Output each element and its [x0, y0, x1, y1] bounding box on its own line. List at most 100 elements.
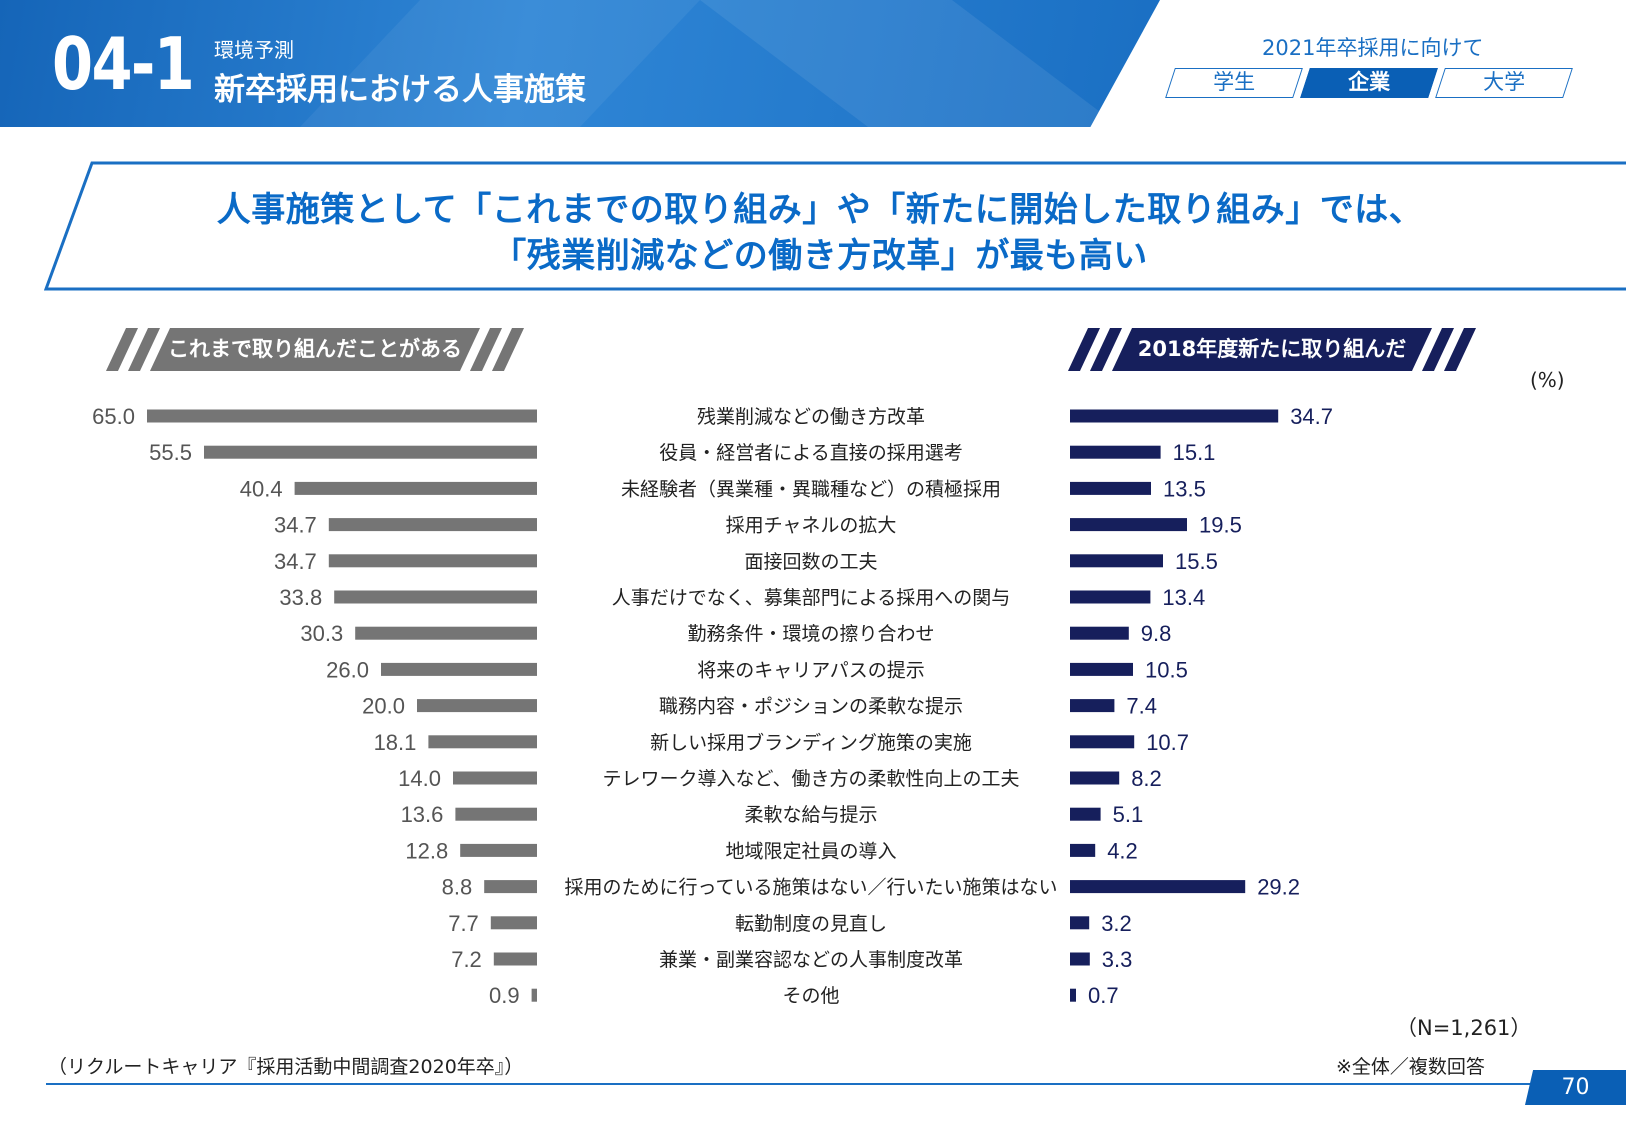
sample-size-label: （N=1,261） — [1396, 1016, 1532, 1040]
right-value-label: 4.2 — [1107, 838, 1138, 863]
left-bar — [490, 916, 537, 930]
source-citation: （リクルートキャリア『採用活動中間調査2020年卒』） — [48, 1056, 524, 1078]
left-value-label: 26.0 — [326, 657, 369, 682]
right-bar — [1070, 590, 1151, 604]
left-value-label: 7.7 — [448, 911, 479, 936]
left-value-label: 14.0 — [398, 766, 441, 791]
audience-toggle-caption: 2021年卒採用に向けて — [1262, 36, 1484, 60]
right-value-label: 15.5 — [1175, 549, 1218, 574]
right-bar — [1070, 445, 1161, 459]
right-value-label: 15.1 — [1173, 440, 1216, 465]
page-title: 新卒採用における人事施策 — [214, 72, 586, 108]
category-label: 人事だけでなく、募集部門による採用への関与 — [612, 587, 1010, 609]
right-bar — [1070, 916, 1090, 930]
right-value-label: 19.5 — [1199, 513, 1242, 538]
category-label: 採用チャネルの拡大 — [726, 515, 897, 537]
right-bar — [1070, 481, 1151, 495]
category-label: 採用のために行っている施策はない／行いたい施策はない — [564, 877, 1057, 899]
left-bar — [334, 590, 537, 604]
right-bar — [1070, 952, 1090, 966]
right-value-label: 9.8 — [1141, 621, 1172, 646]
left-value-label: 0.9 — [489, 983, 520, 1008]
left-bar — [460, 843, 537, 857]
category-label: 柔軟な給与提示 — [744, 804, 877, 826]
right-bar — [1070, 988, 1076, 1002]
right-value-label: 10.7 — [1146, 730, 1189, 755]
right-value-label: 8.2 — [1131, 766, 1162, 791]
right-value-label: 0.7 — [1088, 983, 1119, 1008]
category-label: 未経験者（異業種・異職種など）の積極採用 — [621, 478, 1001, 500]
headline-line-1: 人事施策として「これまでの取り組み」や「新たに開始した取り組み」では、 — [216, 190, 1424, 230]
left-value-label: 40.4 — [240, 476, 283, 501]
left-value-label: 20.0 — [362, 694, 405, 719]
right-bar — [1070, 662, 1133, 676]
right-value-label: 34.7 — [1290, 404, 1333, 429]
answer-note: ※全体／複数回答 — [1336, 1056, 1485, 1078]
left-bar — [531, 988, 537, 1002]
category-label: テレワーク導入など、働き方の柔軟性向上の工夫 — [602, 768, 1019, 790]
left-value-label: 34.7 — [274, 549, 317, 574]
header-band — [0, 0, 1160, 127]
right-value-label: 5.1 — [1113, 802, 1144, 827]
left-value-label: 33.8 — [279, 585, 322, 610]
right-bar — [1070, 735, 1135, 749]
right-bar — [1070, 409, 1279, 423]
category-label: 転勤制度の見直し — [735, 913, 887, 935]
category-label: 面接回数の工夫 — [744, 551, 877, 573]
page-tab — [1525, 1070, 1626, 1105]
left-bar — [381, 662, 537, 676]
left-value-label: 65.0 — [92, 404, 135, 429]
right-value-label: 10.5 — [1145, 657, 1188, 682]
right-value-label: 13.5 — [1163, 476, 1206, 501]
unit-label: (%) — [1530, 368, 1565, 392]
left-bar — [328, 554, 537, 568]
category-label: 役員・経営者による直接の採用選考 — [659, 442, 962, 464]
left-bar — [484, 880, 537, 894]
left-bar — [294, 481, 537, 495]
right-series-label-text: 2018年度新たに取り組んだ — [1137, 337, 1407, 361]
left-bar — [328, 518, 537, 532]
right-bar — [1070, 771, 1120, 785]
category-label: 兼業・副業容認などの人事制度改革 — [659, 949, 963, 971]
headline-line-2: 「残業削減などの働き方改革」が最も高い — [492, 236, 1148, 276]
page-number: 70 — [1561, 1075, 1590, 1100]
left-bar — [453, 771, 537, 785]
right-bar — [1070, 626, 1129, 640]
left-series-label-text: これまで取り組んだことがある — [168, 337, 462, 361]
left-value-label: 8.8 — [442, 875, 473, 900]
left-value-label: 18.1 — [374, 730, 417, 755]
right-value-label: 3.2 — [1101, 911, 1132, 936]
right-bar — [1070, 554, 1163, 568]
left-bar — [355, 626, 537, 640]
right-value-label: 7.4 — [1126, 694, 1157, 719]
left-value-label: 12.8 — [405, 838, 448, 863]
right-value-label: 3.3 — [1102, 947, 1133, 972]
left-bar — [204, 445, 537, 459]
left-bar — [493, 952, 537, 966]
category-label: 職務内容・ポジションの柔軟な提示 — [659, 696, 963, 718]
right-bar — [1070, 880, 1246, 894]
category-label: 地域限定社員の導入 — [725, 840, 896, 862]
right-value-label: 13.4 — [1162, 585, 1205, 610]
right-bar — [1070, 843, 1096, 857]
left-bar — [417, 699, 537, 713]
right-series-label: 2018年度新たに取り組んだ — [1067, 328, 1502, 371]
category-label: 新しい採用ブランディング施策の実施 — [650, 731, 972, 754]
right-value-label: 29.2 — [1257, 875, 1300, 900]
left-bar — [428, 735, 537, 749]
right-bar — [1070, 699, 1115, 713]
category-label: 勤務条件・環境の擦り合わせ — [687, 623, 934, 645]
left-value-label: 34.7 — [274, 513, 317, 538]
category-label: 残業削減などの働き方改革 — [697, 406, 925, 428]
left-bar — [455, 807, 537, 821]
section-number: 04-1 — [52, 22, 195, 106]
left-series-label: これまで取り組んだことがある — [105, 328, 540, 371]
left-value-label: 7.2 — [451, 947, 482, 972]
left-value-label: 30.3 — [300, 621, 343, 646]
footer-divider — [46, 1083, 1626, 1085]
left-value-label: 55.5 — [149, 440, 192, 465]
headline-frame — [44, 161, 1626, 291]
category-label: 将来のキャリアパスの提示 — [697, 659, 925, 681]
right-bar — [1070, 518, 1187, 532]
